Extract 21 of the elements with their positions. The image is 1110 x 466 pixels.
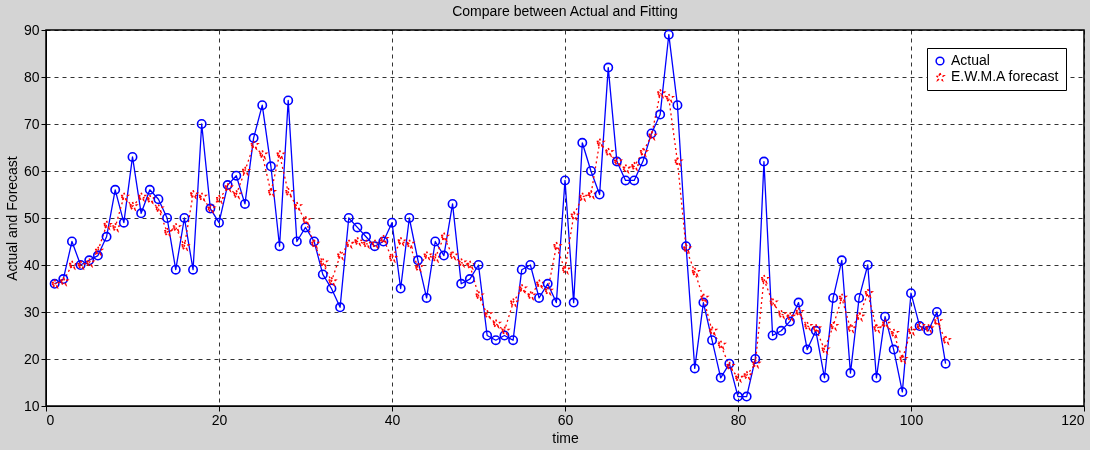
y-tick-label: 80 [23,68,40,85]
y-tick-label: 60 [23,162,40,179]
y-tick-label: 20 [23,350,40,367]
y-tick-label: 50 [23,209,40,226]
y-axis-title: Actual and Forecast [3,156,20,281]
x-tick-label: 80 [730,411,747,428]
y-tick-label: 90 [23,21,40,38]
x-tick-label: 60 [557,411,574,428]
y-tick-label: 70 [23,115,40,132]
chart-title: Compare between Actual and Fitting [452,3,678,19]
x-tick-label: 100 [899,411,924,428]
x-tick-label: 40 [384,411,401,428]
x-axis-title: time [552,429,579,446]
y-tick-label: 40 [23,256,40,273]
x-tick-label: 120 [1061,411,1085,428]
y-tick-label: 30 [23,303,40,320]
legend-label: Actual [951,52,990,68]
legend-label: E.W.M.A forecast [951,68,1059,84]
x-tick-label: 20 [211,411,228,428]
y-tick-label: 10 [23,397,40,414]
x-tick-label: 0 [46,411,55,428]
